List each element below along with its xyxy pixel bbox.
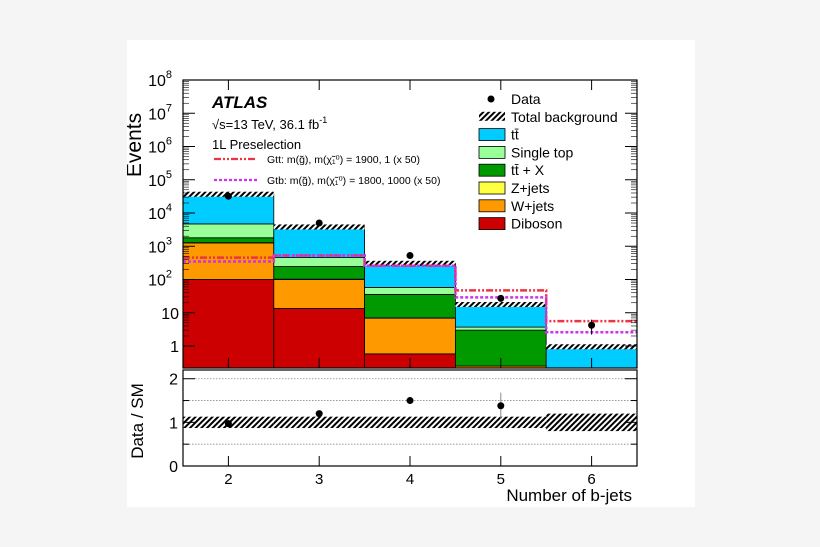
y-tick-exponent: 7	[166, 102, 172, 114]
legend-label: tt̄ + X	[511, 162, 545, 178]
y-tick-exponent: 8	[166, 69, 172, 81]
ratio-point	[224, 420, 232, 428]
bar-single-top	[273, 257, 365, 267]
energy-sup: -1	[319, 115, 327, 125]
ratio-panel	[183, 378, 637, 445]
data-point	[588, 321, 596, 329]
legend-swatch	[478, 217, 506, 231]
bar-tt-	[454, 304, 547, 328]
legend-label: W+jets	[511, 198, 554, 214]
legend-swatch	[478, 199, 506, 213]
bar-diboson	[182, 279, 275, 369]
x-axis-label: Number of b-jets	[506, 486, 632, 505]
ratio-uncertainty-band	[273, 416, 365, 429]
y-tick-base: 10	[148, 206, 166, 223]
y-tick-label: 108	[148, 69, 172, 90]
ratio-uncertainty-band	[455, 416, 547, 429]
legend-swatch	[478, 163, 506, 177]
bar-w-jets	[364, 317, 456, 355]
bar-tt-	[273, 226, 365, 259]
stack-bars	[182, 191, 638, 369]
y-tick-label: 102	[148, 269, 172, 290]
y-tick-exponent: 3	[166, 235, 172, 247]
bar-tt-x	[273, 266, 365, 280]
y-tick-base: 10	[161, 306, 179, 323]
y-axis-label-ratio: Data / SM	[128, 383, 147, 459]
ratio-uncertainty-band	[546, 413, 637, 432]
y-tick-exponent: 6	[166, 136, 172, 148]
legend-swatch	[478, 128, 506, 142]
bar-single-top	[454, 326, 547, 331]
legend-signal-label: Gtb: m(g̃), m(χ̃₁⁰) = 1800, 1000 (x 50)	[267, 175, 440, 187]
legend-marker-total-background	[479, 111, 505, 121]
x-tick-label: 5	[497, 471, 505, 488]
total-background-band	[455, 302, 547, 308]
y-tick-base: 10	[148, 239, 166, 256]
ratio-point	[497, 402, 505, 410]
y-tick-label: 106	[148, 136, 172, 157]
total-background-band	[364, 260, 456, 266]
energy-text: √s=13 TeV, 36.1 fb	[212, 117, 319, 132]
y-tick-base: 10	[148, 273, 166, 290]
y-tick-label: 103	[148, 235, 172, 256]
y-tick-exponent: 5	[166, 169, 172, 181]
y-tick-base: 10	[148, 73, 166, 90]
y-tick-label: 10	[161, 306, 179, 323]
y-tick-base: 10	[148, 106, 166, 123]
bar-w-jets	[273, 279, 365, 309]
bar-tt-x	[364, 293, 456, 319]
bar-tt-x	[182, 237, 275, 244]
y-tick-label: 1	[170, 339, 179, 356]
legend-label: tt̄	[511, 127, 519, 143]
legend-marker-data	[487, 95, 495, 103]
legend: Data Total background tt̄Single top tt̄ + X…	[214, 91, 618, 232]
y-tick-label: 104	[148, 202, 172, 223]
bar-tt-	[364, 262, 456, 288]
data-point	[224, 192, 232, 200]
legend-label: Z+jets	[511, 180, 550, 196]
legend-label: Total background	[511, 109, 618, 125]
data-point	[315, 219, 323, 227]
legend-label: Data	[511, 91, 541, 107]
ratio-y-tick-label: 2	[169, 372, 178, 389]
legend-swatch	[478, 145, 506, 159]
y-tick-label: 107	[148, 102, 172, 123]
bar-single-top	[182, 223, 275, 239]
y-axis-label-main: Events	[127, 113, 146, 177]
data-point	[406, 252, 414, 260]
data-point	[497, 294, 505, 302]
figure: 1 10 102 103 104 105 106 107 108 0 1 2 2 3 4 5 6 Events …	[127, 40, 695, 507]
y-tick-base: 10	[148, 140, 166, 157]
bar-single-top	[364, 287, 456, 295]
ratio-point	[406, 397, 414, 405]
overlays	[183, 192, 637, 335]
y-tick-label: 105	[148, 169, 172, 190]
energy-lumi-label: √s=13 TeV, 36.1 fb-1	[212, 115, 327, 132]
legend-swatch	[478, 181, 506, 195]
ratio-y-tick-label: 1	[169, 415, 178, 432]
atlas-label: ATLAS	[211, 93, 268, 112]
ratio-point	[315, 410, 323, 418]
ratio-uncertainty-band	[364, 416, 456, 429]
x-tick-label: 3	[315, 471, 323, 488]
selection-label: 1L Preselection	[212, 137, 301, 152]
y-tick-base: 1	[170, 339, 179, 356]
ratio-y-tick-label: 0	[169, 459, 178, 476]
legend-label: Diboson	[511, 216, 562, 232]
total-background-band	[273, 224, 365, 230]
y-tick-base: 10	[148, 173, 166, 190]
x-tick-label: 6	[587, 471, 595, 488]
y-tick-exponent: 4	[166, 202, 172, 214]
y-tick-exponent: 2	[166, 269, 172, 281]
total-background-band	[546, 344, 637, 350]
legend-signal-label: Gtt: m(g̃), m(χ̃₁⁰) = 1900, 1 (x 50)	[267, 154, 420, 166]
legend-label: Single top	[511, 144, 573, 160]
x-tick-label: 2	[224, 471, 232, 488]
x-tick-label: 4	[406, 471, 414, 488]
